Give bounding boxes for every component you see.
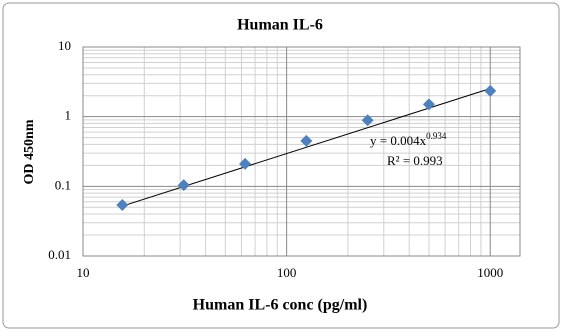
data-point — [361, 114, 374, 127]
y-tick-label: 1 — [65, 108, 72, 123]
data-point — [239, 157, 252, 170]
y-tick-label: 10 — [58, 38, 71, 53]
trendline-equation: y = 0.004x0.934 — [370, 131, 447, 148]
data-point — [177, 179, 190, 192]
x-tick-label: 1000 — [477, 265, 503, 280]
x-tick-label: 10 — [77, 265, 90, 280]
y-tick-label: 0.1 — [55, 177, 71, 192]
grid — [82, 46, 521, 257]
y-axis-label: OD 450nm — [22, 119, 37, 184]
r-squared: R² = 0.993 — [387, 153, 443, 168]
plot: y = 0.004x0.934 R² = 0.993 — [116, 84, 497, 211]
equation-text: y = 0.004x — [370, 133, 427, 148]
data-point — [422, 98, 435, 111]
equation-exponent: 0.934 — [426, 131, 447, 141]
data-point — [300, 134, 313, 147]
data-point — [116, 198, 129, 211]
data-point — [484, 84, 497, 97]
y-tick-label: 0.01 — [48, 247, 71, 262]
chart-title: Human IL-6 — [237, 17, 323, 34]
plot-border — [82, 46, 521, 257]
x-tick-label: 100 — [277, 265, 297, 280]
x-axis-label: Human IL-6 conc (pg/ml) — [193, 297, 368, 314]
